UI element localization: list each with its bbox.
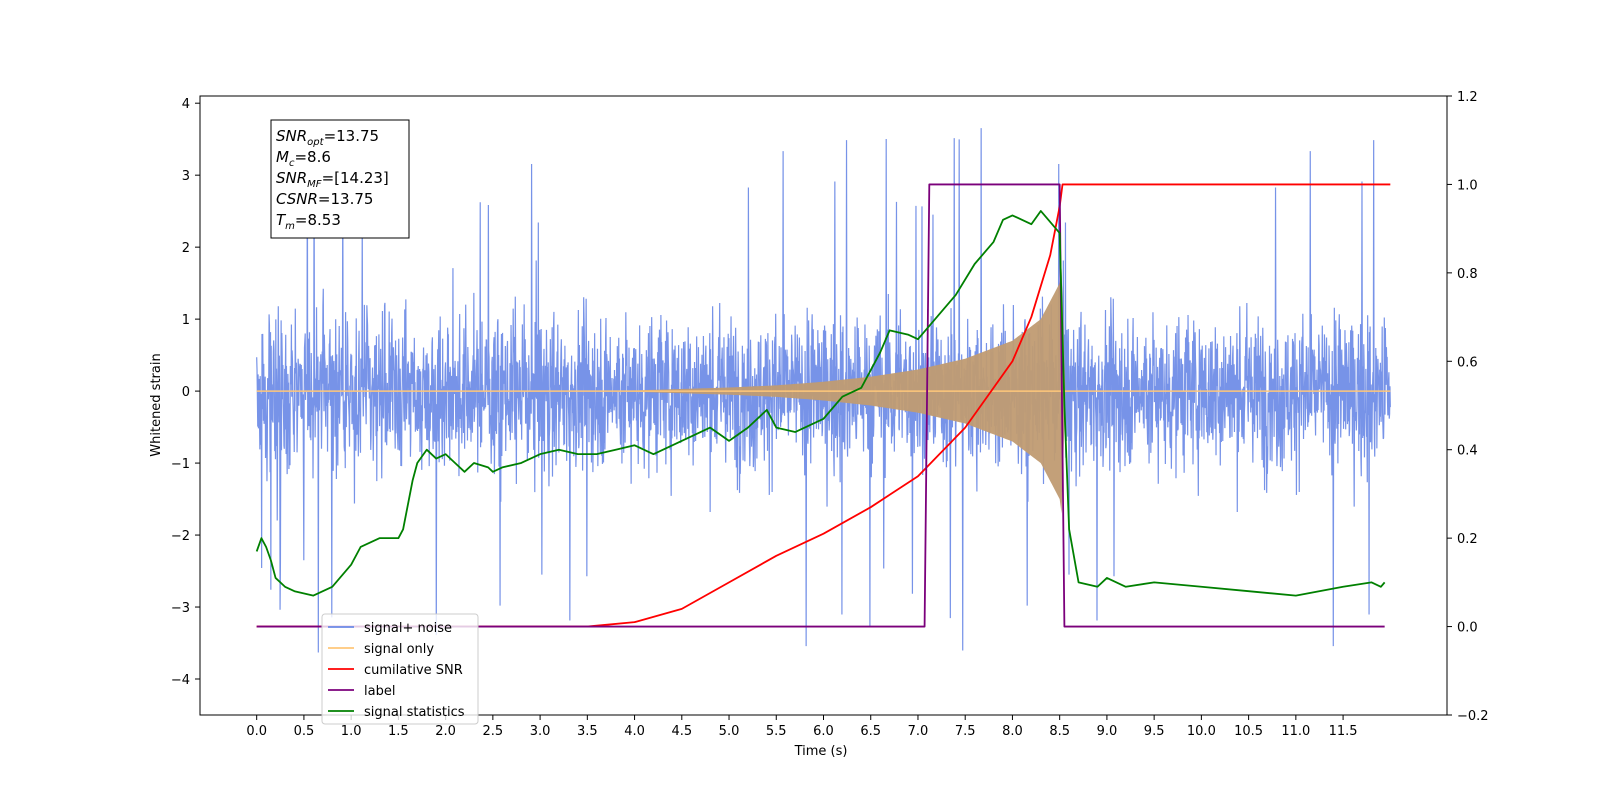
- series-signal-plus-noise: [256, 128, 1391, 653]
- legend-frame: [321, 613, 479, 725]
- y-left-tick-label: 2: [182, 241, 190, 256]
- x-tick-label: 5.0: [719, 724, 740, 739]
- legend: signal+ noise signal only cumilative SNR la…: [321, 613, 479, 725]
- x-tick-label: 6.5: [860, 724, 881, 739]
- x-tick-label: 11.5: [1329, 724, 1358, 739]
- y-left-tick-label: 1: [182, 313, 190, 328]
- y-right-tick-label: 1.0: [1457, 178, 1478, 193]
- legend-entry-label: signal only: [364, 642, 434, 657]
- legend-entry-label: cumilative SNR: [364, 663, 463, 678]
- parameter-annotation-box: SNRopt=13.75Mc=8.6SNRMF=[14.23]CSNR=13.7…: [270, 119, 410, 239]
- y-right-tick-label: 0.8: [1457, 267, 1478, 282]
- legend-entry-label: signal statistics: [364, 705, 465, 720]
- y-axis-label: Whitened strain: [149, 353, 164, 456]
- y-left-tick-label: −1: [171, 457, 190, 472]
- annotation-box-frame: [270, 119, 410, 239]
- x-tick-label: 7.0: [908, 724, 929, 739]
- y-left-tick-label: −2: [171, 529, 190, 544]
- x-axis-label: Time (s): [794, 744, 848, 759]
- y-left-tick-label: −4: [171, 673, 190, 688]
- x-axis-ticks: 0.0 0.5 1.0 1.5 2.0 2.5 3.0 3.5 4.0 4.5 5.0 5.5 6.0 6…: [246, 715, 1358, 739]
- x-tick-label: 11.0: [1281, 724, 1310, 739]
- x-tick-label: 6.0: [813, 724, 834, 739]
- x-tick-label: 9.0: [1097, 724, 1118, 739]
- legend-entry-label: label: [364, 684, 395, 699]
- x-tick-label: 0.0: [246, 724, 267, 739]
- x-tick-label: 9.5: [1144, 724, 1165, 739]
- y-right-tick-label: 0.0: [1457, 621, 1478, 636]
- series-label: [256, 183, 1385, 628]
- x-tick-label: 4.0: [624, 724, 645, 739]
- annotation-line: SNRMF=[14.23]: [276, 169, 389, 190]
- y-right-tick-label: 0.2: [1457, 532, 1478, 547]
- x-tick-label: 0.5: [294, 724, 315, 739]
- annotation-line: Mc=8.6: [276, 148, 331, 169]
- annotation-line: Tm=8.53: [276, 211, 341, 232]
- x-tick-label: 2.5: [483, 724, 504, 739]
- y-right-tick-label: 0.6: [1457, 355, 1478, 370]
- y-left-tick-label: 4: [182, 97, 190, 112]
- x-tick-label: 2.0: [435, 724, 456, 739]
- y-axis-left-ticks: 4 3 2 1 0 −1 −2 −3 −4: [171, 97, 200, 688]
- series-signal-statistics: [255, 210, 1386, 597]
- x-tick-label: 7.5: [955, 724, 976, 739]
- x-tick-label: 4.5: [671, 724, 692, 739]
- x-tick-label: 1.0: [341, 724, 362, 739]
- y-left-tick-label: 0: [182, 385, 190, 400]
- annotation-line: CSNR=13.75: [276, 190, 373, 208]
- y-axis-right-ticks: 1.2 1.0 0.8 0.6 0.4 0.2 0.0 −0.2: [1447, 90, 1489, 724]
- annotation-line: SNRopt=13.75: [276, 127, 379, 148]
- x-tick-label: 10.5: [1234, 724, 1263, 739]
- legend-entry-label: signal+ noise: [364, 621, 452, 636]
- x-tick-label: 10.0: [1187, 724, 1216, 739]
- y-left-tick-label: −3: [171, 601, 190, 616]
- y-right-tick-label: 1.2: [1457, 90, 1478, 105]
- series-layer: [255, 128, 1391, 653]
- y-right-tick-label: −0.2: [1457, 709, 1489, 724]
- x-tick-label: 3.5: [577, 724, 598, 739]
- x-tick-label: 8.5: [1049, 724, 1070, 739]
- x-tick-label: 3.0: [530, 724, 551, 739]
- x-tick-label: 1.5: [388, 724, 409, 739]
- y-left-tick-label: 3: [182, 169, 190, 184]
- x-tick-label: 8.0: [1002, 724, 1023, 739]
- y-right-tick-label: 0.4: [1457, 444, 1478, 459]
- x-tick-label: 5.5: [766, 724, 787, 739]
